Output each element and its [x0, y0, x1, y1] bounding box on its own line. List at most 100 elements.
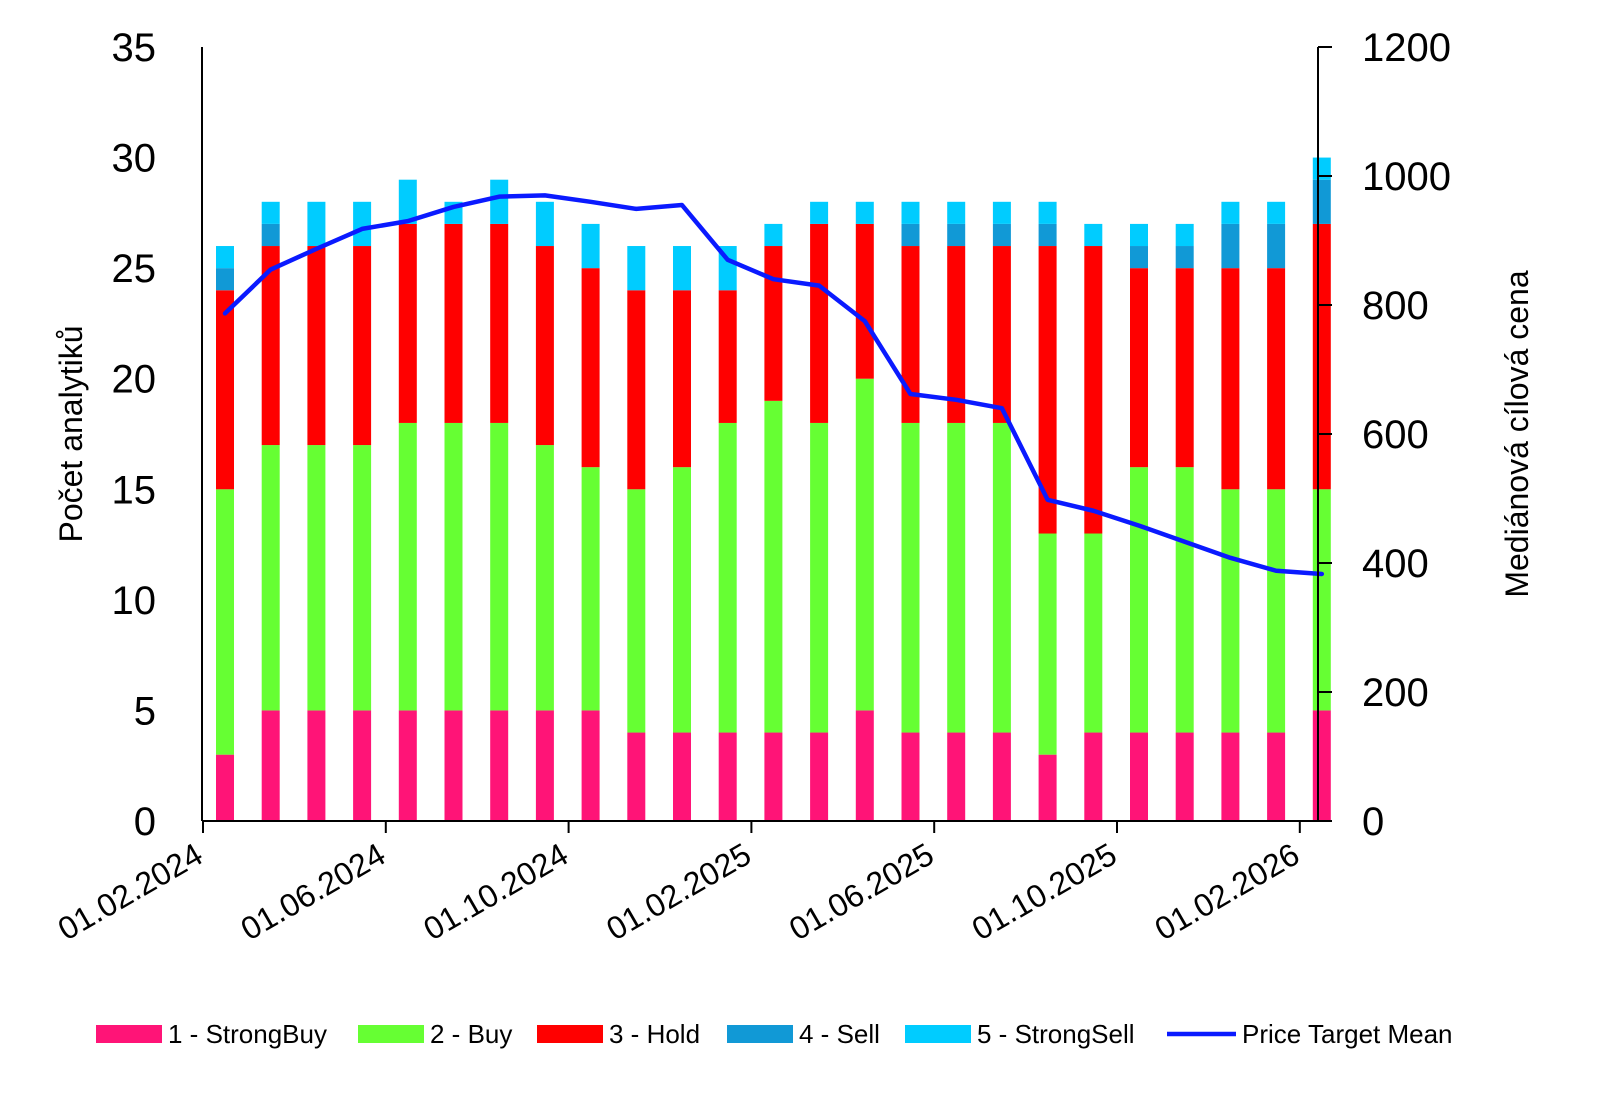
y-tick-label-right: 400 [1362, 542, 1429, 586]
bar-segment-3-01.07.2024 [444, 223, 463, 423]
y-tick-label-left: 20 [112, 358, 157, 402]
bar-segment-3-01.10.2024 [581, 268, 600, 468]
bar-segment-2-01.10.2025 [1130, 467, 1148, 733]
bar-segment-2-01.03.2025 [810, 422, 829, 733]
bar-segment-2-01.01.2025 [718, 422, 737, 733]
bar-segment-3-01.01.2026 [1267, 268, 1286, 490]
bar-segment-1-01.01.2026 [1267, 732, 1286, 821]
bar-segment-4-01.10.2025 [1130, 246, 1148, 269]
bar-segment-1-01.03.2025 [810, 732, 829, 821]
legend-swatch-2 [358, 1025, 424, 1043]
bar-segment-3-01.09.2025 [1084, 246, 1103, 534]
bar-segment-1-01.12.2025 [1221, 732, 1240, 821]
bar-segment-3-01.07.2025 [992, 246, 1011, 423]
bar-segment-3-01.02.2024 [216, 290, 234, 490]
bar-segment-5-01.11.2025 [1175, 223, 1194, 247]
bar-segment-1-01.04.2025 [855, 710, 874, 821]
legend-label-5: 5 - StrongSell [977, 1019, 1135, 1049]
legend-label-1: 1 - StrongBuy [168, 1019, 327, 1049]
x-tick-label: 01.06.2024 [235, 836, 392, 947]
y-axis-title: Počet analytiků [53, 325, 89, 542]
bar-segment-5-01.05.2024 [353, 201, 372, 247]
y-tick-label-left: 0 [134, 800, 156, 844]
bar-segment-2-01.12.2025 [1221, 489, 1240, 733]
bar-segment-3-01.06.2025 [947, 246, 966, 423]
bar-segment-5-01.06.2025 [947, 201, 966, 224]
bar-segment-1-01.05.2025 [901, 732, 920, 821]
line-layer [222, 193, 1325, 577]
bar-segment-5-01.07.2025 [992, 201, 1011, 224]
x-tick-label: 01.02.2024 [52, 836, 209, 947]
bar-segment-2-01.06.2025 [947, 422, 966, 733]
x-tick-label: 01.02.2026 [1149, 836, 1306, 947]
bar-segment-1-01.02.2024 [216, 754, 234, 821]
bar-segment-1-01.05.2024 [353, 710, 372, 821]
bar-segment-3-01.06.2024 [398, 223, 417, 423]
bar-segment-1-01.10.2025 [1130, 732, 1148, 821]
bar-segment-3-01.08.2024 [490, 223, 509, 423]
bar-segment-1-01.02.2025 [764, 732, 783, 821]
bar-segment-5-01.01.2026 [1267, 201, 1286, 224]
bar-segment-4-01.05.2025 [901, 223, 920, 247]
bar-segment-1-01.07.2025 [992, 732, 1011, 821]
bar-segment-1-01.08.2024 [490, 710, 509, 821]
x-tick-label: 01.10.2025 [966, 836, 1123, 947]
bar-segment-3-01.11.2024 [627, 290, 646, 490]
bar-segment-2-01.07.2025 [992, 422, 1011, 733]
y-tick-label-right: 200 [1362, 671, 1429, 715]
bar-segment-5-01.10.2025 [1130, 223, 1148, 247]
legend-label-3: 3 - Hold [609, 1019, 700, 1049]
bar-segment-1-01.08.2025 [1038, 754, 1057, 821]
bar-segment-2-01.01.2026 [1267, 489, 1286, 733]
bar-segment-1-01.11.2024 [627, 732, 646, 821]
bar-segment-5-01.12.2025 [1221, 201, 1240, 224]
bar-segment-1-01.04.2024 [307, 710, 326, 821]
bar-segment-1-01.12.2024 [673, 732, 691, 821]
y2-axis-title: Mediánová cílová cena [1499, 270, 1535, 598]
bar-segment-3-01.08.2025 [1038, 246, 1057, 534]
bar-segment-5-01.02.2024 [216, 246, 234, 269]
bar-segment-4-01.08.2025 [1038, 223, 1057, 247]
bar-segment-5-01.09.2024 [535, 201, 554, 247]
bar-segment-1-01.09.2025 [1084, 732, 1103, 821]
bar-segment-3-01.10.2025 [1130, 268, 1148, 468]
bar-segment-1-01.03.2024 [261, 710, 280, 821]
legend-layer: 1 - StrongBuy 2 - Buy 3 - Hold 4 - Sell 5 - … [96, 1019, 1453, 1049]
legend-swatch-1 [96, 1025, 162, 1043]
bar-segment-3-01.02.2026 [1312, 223, 1331, 490]
bar-segment-2-01.07.2024 [444, 422, 463, 711]
bar-segment-5-01.09.2025 [1084, 223, 1103, 247]
x-tick-label: 01.02.2025 [600, 836, 757, 947]
bar-segment-5-01.10.2024 [581, 223, 600, 269]
bar-segment-2-01.05.2025 [901, 422, 920, 733]
bars-layer [216, 157, 1331, 821]
bar-segment-3-01.04.2024 [307, 246, 326, 446]
legend-swatch-3 [537, 1025, 603, 1043]
y-tick-label-right: 1000 [1362, 155, 1451, 199]
bar-segment-1-01.06.2025 [947, 732, 966, 821]
bar-segment-3-01.12.2025 [1221, 268, 1240, 490]
y-tick-label-left: 10 [112, 579, 157, 623]
y-tick-label-right: 0 [1362, 800, 1384, 844]
bar-segment-4-01.06.2025 [947, 223, 966, 247]
bar-segment-4-01.02.2024 [216, 268, 234, 291]
bar-segment-5-01.05.2025 [901, 201, 920, 224]
bar-segment-1-01.02.2026 [1312, 710, 1331, 821]
x-tick-label: 01.10.2024 [417, 836, 574, 947]
bar-segment-3-01.02.2025 [764, 246, 783, 401]
bar-segment-3-01.05.2024 [353, 246, 372, 446]
bar-segment-5-01.02.2025 [764, 223, 783, 247]
bar-segment-1-01.11.2025 [1175, 732, 1194, 821]
bar-segment-1-01.09.2024 [535, 710, 554, 821]
bar-segment-4-01.01.2026 [1267, 223, 1286, 269]
bar-segment-2-01.08.2025 [1038, 533, 1057, 755]
y-tick-label-left: 25 [112, 247, 157, 291]
price-target-line [222, 193, 1325, 577]
legend-label-price-target: Price Target Mean [1242, 1019, 1453, 1049]
bar-segment-3-01.09.2024 [535, 246, 554, 446]
bar-segment-4-01.03.2024 [261, 223, 280, 247]
bar-segment-2-01.04.2024 [307, 445, 326, 711]
bar-segment-2-01.02.2026 [1312, 489, 1331, 711]
bar-segment-4-01.12.2025 [1221, 223, 1240, 269]
